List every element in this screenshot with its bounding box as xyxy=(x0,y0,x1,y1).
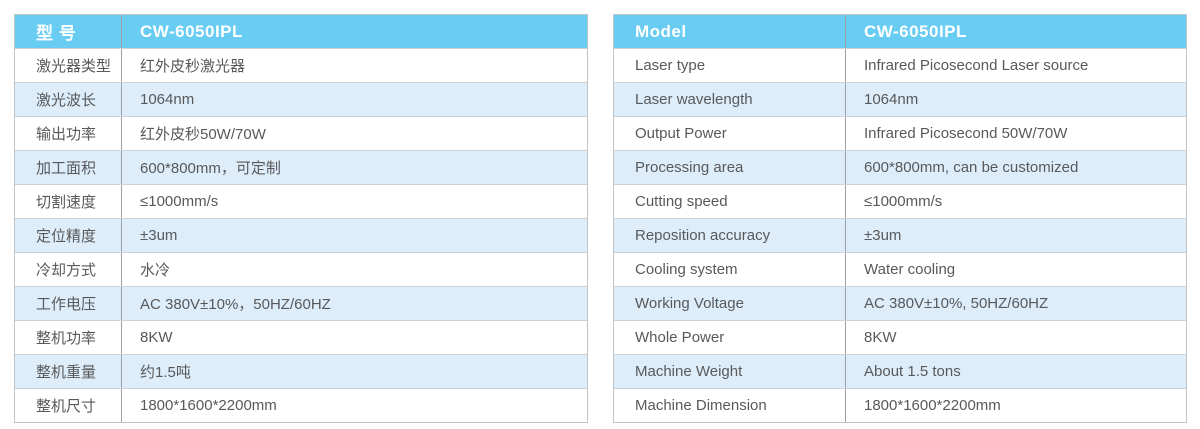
row-value: 8KW xyxy=(140,329,173,346)
row-label: 定位精度 xyxy=(15,219,122,252)
header-model-value: CW-6050IPL xyxy=(864,21,967,41)
row-value: 水冷 xyxy=(140,262,171,279)
table-row: Laser wavelength 1064nm xyxy=(614,82,1186,116)
table-row: 激光器类型 红外皮秒激光器 xyxy=(15,48,587,82)
table-header: Model CW-6050IPL xyxy=(614,15,1186,48)
row-label: Processing area xyxy=(614,151,846,184)
row-label: 加工面积 xyxy=(15,151,122,184)
table-row: 定位精度 ±3um xyxy=(15,218,587,252)
row-value: AC 380V±10%，50HZ/60HZ xyxy=(140,296,331,313)
row-label: Machine Weight xyxy=(614,355,846,388)
header-model-value: CW-6050IPL xyxy=(140,21,243,41)
header-model-label: 型 号 xyxy=(15,15,122,48)
spec-table-english: Model CW-6050IPL Laser type Infrared Pico… xyxy=(613,14,1187,423)
table-row: 输出功率 红外皮秒50W/70W xyxy=(15,116,587,150)
row-label: Cooling system xyxy=(614,253,846,286)
table-row: Processing area 600*800mm, can be customi… xyxy=(614,150,1186,184)
row-value: Infrared Picosecond 50W/70W xyxy=(864,125,1068,142)
row-value: 1800*1600*2200mm xyxy=(140,397,277,414)
table-row: Laser type Infrared Picosecond Laser sour… xyxy=(614,48,1186,82)
table-row: 切割速度 ≤1000mm/s xyxy=(15,184,587,218)
row-value: Infrared Picosecond Laser source xyxy=(864,57,1089,74)
table-row: Cutting speed ≤1000mm/s xyxy=(614,184,1186,218)
row-label: Laser type xyxy=(614,49,846,82)
row-value: 红外皮秒50W/70W xyxy=(140,126,266,143)
header-model-label: Model xyxy=(614,15,846,48)
row-value: ±3um xyxy=(140,227,178,244)
row-value: 1064nm xyxy=(864,91,919,108)
table-row: Output Power Infrared Picosecond 50W/70W xyxy=(614,116,1186,150)
table-row: 整机尺寸 1800*1600*2200mm xyxy=(15,388,587,422)
row-label: Cutting speed xyxy=(614,185,846,218)
table-row: Reposition accuracy ±3um xyxy=(614,218,1186,252)
table-row: Working Voltage AC 380V±10%, 50HZ/60HZ xyxy=(614,286,1186,320)
row-value: 600*800mm, can be customized xyxy=(864,159,1079,176)
row-label: 工作电压 xyxy=(15,287,122,320)
table-header: 型 号 CW-6050IPL xyxy=(15,15,587,48)
table-row: 加工面积 600*800mm，可定制 xyxy=(15,150,587,184)
table-row: Machine Dimension 1800*1600*2200mm xyxy=(614,388,1186,422)
row-value: 1064nm xyxy=(140,91,195,108)
row-label: Laser wavelength xyxy=(614,83,846,116)
row-label: 激光波长 xyxy=(15,83,122,116)
row-value: 600*800mm，可定制 xyxy=(140,160,281,177)
row-label: 冷却方式 xyxy=(15,253,122,286)
row-value: ≤1000mm/s xyxy=(140,193,219,210)
row-label: 整机尺寸 xyxy=(15,389,122,422)
row-label: Whole Power xyxy=(614,321,846,354)
row-label: Output Power xyxy=(614,117,846,150)
row-value: 红外皮秒激光器 xyxy=(140,58,246,75)
row-label: Working Voltage xyxy=(614,287,846,320)
row-label: 整机功率 xyxy=(15,321,122,354)
spec-table-chinese: 型 号 CW-6050IPL 激光器类型 红外皮秒激光器激光波长 1064nm 输出功… xyxy=(14,14,588,423)
table-row: 工作电压 AC 380V±10%，50HZ/60HZ xyxy=(15,286,587,320)
table-row: 冷却方式 水冷 xyxy=(15,252,587,286)
table-row: Cooling system Water cooling xyxy=(614,252,1186,286)
row-value: ≤1000mm/s xyxy=(864,193,943,210)
table-row: 整机重量 约1.5吨 xyxy=(15,354,587,388)
table-row: 整机功率 8KW xyxy=(15,320,587,354)
row-value: About 1.5 tons xyxy=(864,363,961,380)
row-label: 激光器类型 xyxy=(15,49,122,82)
row-label: 整机重量 xyxy=(15,355,122,388)
table-row: Whole Power 8KW xyxy=(614,320,1186,354)
row-value: 8KW xyxy=(864,329,897,346)
table-row: 激光波长 1064nm xyxy=(15,82,587,116)
row-value: 1800*1600*2200mm xyxy=(864,397,1001,414)
row-value: ±3um xyxy=(864,227,902,244)
row-value: Water cooling xyxy=(864,261,956,278)
row-value: 约1.5吨 xyxy=(140,364,191,381)
row-label: 输出功率 xyxy=(15,117,122,150)
row-value: AC 380V±10%, 50HZ/60HZ xyxy=(864,295,1049,312)
row-label: Reposition accuracy xyxy=(614,219,846,252)
table-row: Machine Weight About 1.5 tons xyxy=(614,354,1186,388)
row-label: 切割速度 xyxy=(15,185,122,218)
row-label: Machine Dimension xyxy=(614,389,846,422)
